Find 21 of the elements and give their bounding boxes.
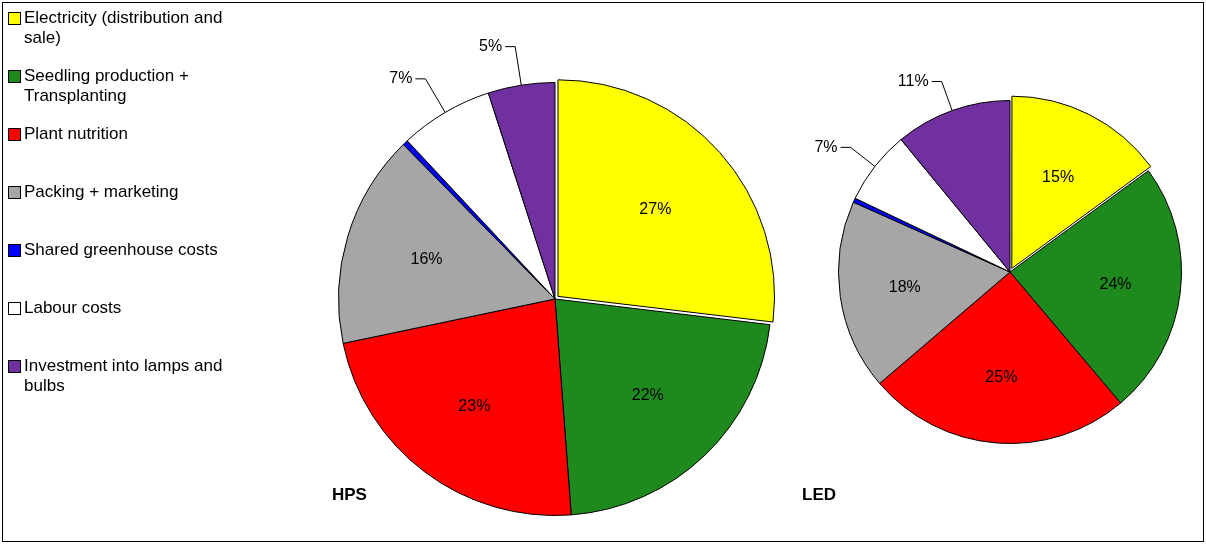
data-label: 15% [1042,167,1075,185]
legend-label: Packing + marketing [24,182,179,202]
data-label: 22% [631,386,664,404]
data-label: 7% [814,137,838,155]
data-label: 16% [410,250,443,268]
legend-label: Labour costs [24,298,122,318]
data-label: 27% [639,200,672,218]
legend-label: Plant nutrition [24,124,128,144]
legend-label: Seedling production + Transplanting [24,66,190,106]
data-label: 18% [888,277,921,295]
data-label: 5% [479,37,503,55]
legend-label: Shared greenhouse costs [24,240,218,260]
text: HPS [332,485,367,504]
legend-label: Investment into lamps and bulbs [24,356,224,396]
data-label: 7% [389,69,413,87]
data-label: 11% [897,71,929,89]
legend-label: Electricity (distribution and sale) [24,8,224,48]
data-label: 24% [1099,275,1132,293]
data-label: 25% [985,368,1018,386]
text: LED [802,485,836,504]
data-label: 23% [458,396,491,414]
